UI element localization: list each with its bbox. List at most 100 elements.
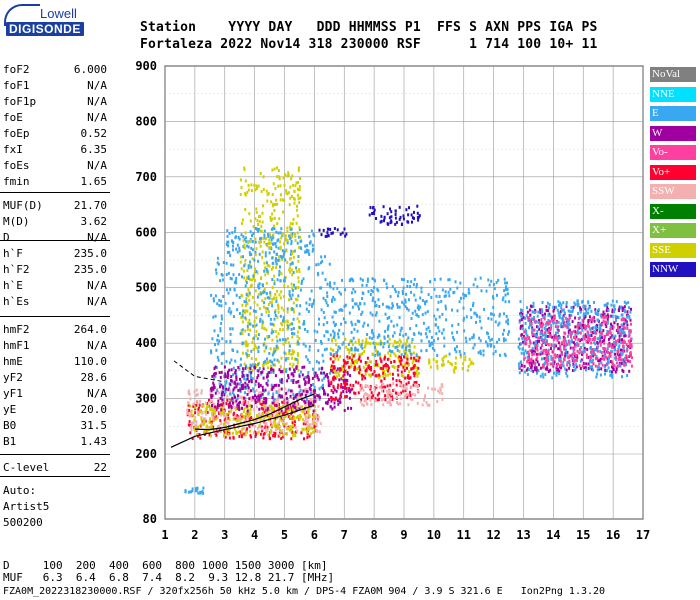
echo-point <box>463 329 466 333</box>
echo-point <box>304 413 307 417</box>
echo-point <box>253 408 256 412</box>
echo-point <box>412 383 415 387</box>
echo-point <box>282 308 285 312</box>
echo-point <box>456 345 458 349</box>
echo-point <box>605 325 608 329</box>
echo-point <box>362 365 365 369</box>
echo-point <box>243 362 246 366</box>
echo-point <box>354 352 356 356</box>
echo-point <box>212 425 215 429</box>
echo-point <box>453 370 456 374</box>
echo-point <box>428 359 431 363</box>
echo-point <box>255 184 258 188</box>
echo-point <box>426 403 429 407</box>
echo-point <box>248 298 251 302</box>
echo-point <box>520 342 523 346</box>
echo-point <box>322 359 325 363</box>
param-row: hmF1 N/A <box>3 338 107 354</box>
echo-point <box>592 354 595 358</box>
echo-point <box>586 355 588 359</box>
echo-point <box>299 196 302 200</box>
echo-point <box>536 344 539 348</box>
echo-point <box>532 328 535 332</box>
echo-point <box>535 346 538 350</box>
echo-point <box>391 285 394 289</box>
x-tick-label: 15 <box>576 528 590 542</box>
echo-point <box>573 352 576 356</box>
echo-point <box>614 314 617 318</box>
echo-point <box>354 322 357 326</box>
echo-point <box>322 387 325 390</box>
echo-point <box>536 360 539 364</box>
echo-point <box>525 351 528 355</box>
echo-point <box>533 316 535 319</box>
param-separator <box>0 192 110 193</box>
echo-point <box>559 324 562 328</box>
echo-point <box>212 418 215 422</box>
echo-point <box>578 364 581 368</box>
echo-point <box>617 346 620 350</box>
echo-point <box>531 310 534 314</box>
echo-point <box>212 299 215 303</box>
echo-point <box>252 396 255 400</box>
echo-point <box>203 430 206 434</box>
echo-point <box>299 395 302 399</box>
echo-point <box>525 368 528 372</box>
echo-point <box>416 374 419 378</box>
echo-point <box>226 429 229 433</box>
echo-point <box>250 357 253 360</box>
echo-point <box>291 194 293 198</box>
echo-point <box>348 278 351 282</box>
echo-point <box>398 338 401 342</box>
echo-point <box>618 326 621 330</box>
echo-point <box>312 409 315 413</box>
echo-point <box>223 430 226 434</box>
echo-point <box>293 232 296 236</box>
echo-point <box>235 418 238 422</box>
echo-point <box>241 218 244 222</box>
echo-point <box>227 309 230 313</box>
echo-point <box>241 341 244 345</box>
echo-point <box>284 358 287 362</box>
echo-point <box>238 424 240 428</box>
echo-point <box>293 197 296 201</box>
echo-point <box>280 272 283 276</box>
echo-point <box>495 281 498 285</box>
echo-point <box>412 351 415 355</box>
echo-point <box>592 316 595 320</box>
echo-point <box>242 309 245 313</box>
echo-point <box>241 328 244 332</box>
echo-point <box>375 349 377 353</box>
echo-point <box>268 238 271 242</box>
echo-point <box>282 422 285 426</box>
echo-point <box>262 236 265 240</box>
echo-point <box>439 277 442 281</box>
echo-point <box>472 346 475 350</box>
echo-point <box>630 345 633 349</box>
echo-point <box>624 334 627 338</box>
echo-point <box>385 282 388 286</box>
echo-point <box>238 408 241 412</box>
echo-point <box>292 415 295 419</box>
echo-point <box>396 391 398 395</box>
y-tick-label: 800 <box>135 114 157 128</box>
echo-point <box>305 248 308 252</box>
echo-point <box>244 179 247 183</box>
param-value: 3.62 <box>80 215 108 228</box>
echo-point <box>268 241 271 245</box>
echo-point <box>231 231 234 235</box>
echo-point <box>444 290 447 294</box>
echo-point <box>337 332 339 336</box>
echo-point <box>395 379 398 383</box>
echo-point <box>290 240 293 243</box>
echo-point <box>577 317 580 321</box>
echo-point <box>438 295 441 298</box>
echo-point <box>259 421 262 425</box>
echo-point <box>283 416 286 420</box>
echo-point <box>425 335 428 339</box>
echo-point <box>286 174 289 178</box>
echo-point <box>271 386 274 390</box>
legend-item: E <box>650 106 696 121</box>
echo-point <box>269 317 272 321</box>
echo-point <box>253 300 256 304</box>
